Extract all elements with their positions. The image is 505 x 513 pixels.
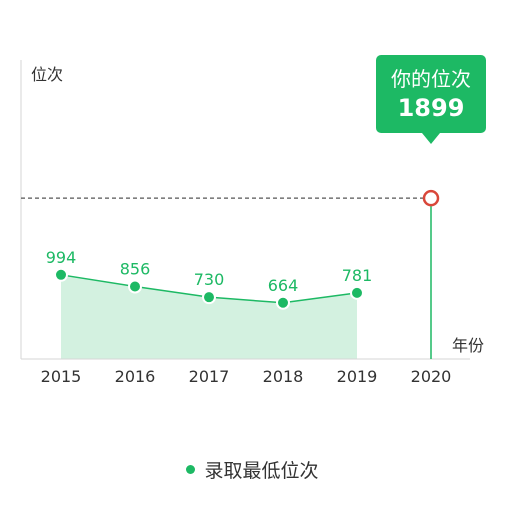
callout-box bbox=[376, 55, 486, 133]
data-label: 994 bbox=[46, 248, 77, 267]
points-layer bbox=[54, 267, 364, 310]
reference-layer bbox=[21, 189, 440, 359]
legend-label: 录取最低位次 bbox=[204, 460, 319, 482]
labels-layer: 994 856 730 664 781 bbox=[46, 248, 373, 295]
legend-marker bbox=[186, 465, 196, 474]
data-label: 730 bbox=[194, 270, 225, 289]
area-fill bbox=[61, 274, 357, 359]
x-tick-label: 2015 bbox=[41, 367, 82, 386]
callout-value: 1899 bbox=[398, 94, 465, 122]
x-axis-label: 年份 bbox=[452, 336, 484, 355]
data-label: 664 bbox=[268, 276, 299, 295]
x-tick-label: 2020 bbox=[411, 367, 452, 386]
data-point bbox=[54, 267, 68, 282]
data-label: 781 bbox=[342, 266, 373, 285]
callout-title: 你的位次 bbox=[391, 67, 471, 91]
data-point bbox=[202, 290, 216, 305]
callout-layer: 你的位次 1899 bbox=[376, 55, 486, 144]
y-axis-label: 位次 bbox=[31, 65, 63, 84]
chart-legend[interactable]: 录取最低位次 bbox=[0, 456, 505, 483]
data-point bbox=[350, 285, 364, 300]
x-tick-label: 2017 bbox=[189, 367, 230, 386]
x-tick-label: 2018 bbox=[263, 367, 304, 386]
data-label: 856 bbox=[120, 259, 151, 278]
data-point bbox=[276, 295, 290, 310]
reference-marker bbox=[422, 189, 440, 207]
x-tick-label: 2019 bbox=[337, 367, 378, 386]
area-layer bbox=[61, 274, 357, 359]
callout-pointer bbox=[422, 133, 440, 144]
x-tick-label: 2016 bbox=[115, 367, 156, 386]
data-point bbox=[128, 279, 142, 294]
